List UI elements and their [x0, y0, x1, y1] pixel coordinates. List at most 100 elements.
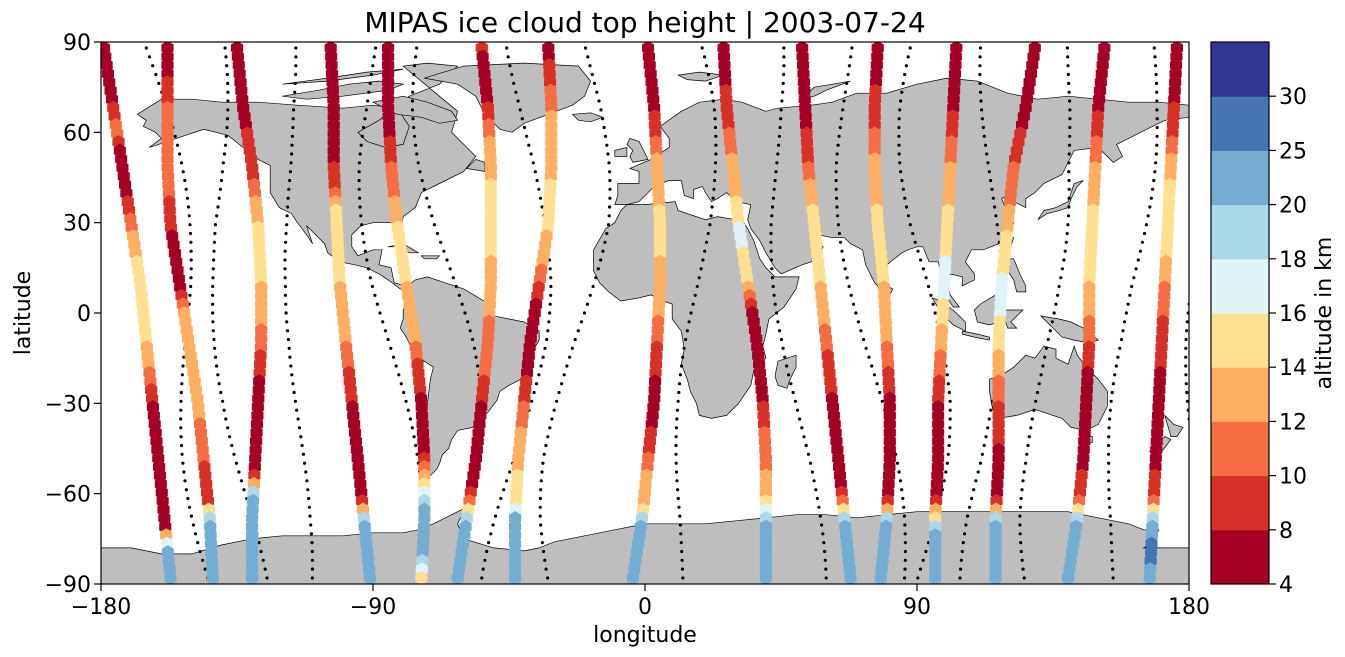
no-cloud-dot	[181, 364, 185, 368]
no-cloud-dot	[505, 46, 509, 50]
no-cloud-dot	[363, 249, 367, 253]
no-cloud-dot	[188, 293, 192, 297]
no-cloud-dot	[684, 337, 688, 342]
no-cloud-dot	[213, 355, 218, 359]
no-cloud-dot	[420, 178, 424, 183]
no-cloud-dot	[770, 276, 775, 280]
no-cloud-dot	[261, 558, 265, 562]
no-cloud-dot	[1108, 408, 1112, 412]
no-cloud-dot	[212, 258, 216, 262]
no-cloud-dot	[1119, 337, 1124, 342]
no-cloud-dot	[601, 117, 605, 121]
no-cloud-dot	[378, 311, 382, 315]
no-cloud-dot	[676, 488, 680, 492]
no-cloud-dot	[772, 187, 776, 191]
no-cloud-dot	[843, 90, 848, 94]
no-cloud-dot	[383, 329, 387, 333]
no-cloud-dot	[284, 302, 288, 306]
no-cloud-dot	[466, 320, 470, 324]
no-cloud-dot	[1184, 373, 1188, 377]
no-cloud-dot	[188, 223, 192, 227]
cloud-top-marker	[989, 571, 1002, 584]
no-cloud-dot	[970, 496, 974, 501]
no-cloud-dot	[771, 284, 775, 289]
no-cloud-dot	[547, 258, 552, 262]
no-cloud-dot	[309, 532, 313, 536]
no-cloud-dot	[590, 72, 594, 77]
no-cloud-dot	[704, 240, 709, 244]
y-axis: −90 −60 −30 0 30 60 90	[45, 31, 101, 598]
no-cloud-dot	[189, 514, 193, 518]
indonesia-java	[961, 330, 990, 341]
no-cloud-dot	[1067, 161, 1071, 165]
no-cloud-dot	[1034, 399, 1038, 403]
no-cloud-dot	[899, 170, 903, 174]
no-cloud-dot	[677, 505, 681, 509]
no-cloud-dot	[550, 417, 554, 421]
hispaniola	[420, 255, 441, 260]
no-cloud-dot	[489, 532, 493, 536]
no-cloud-dot	[903, 196, 907, 200]
no-cloud-dot	[1052, 311, 1056, 315]
no-cloud-dot	[516, 99, 520, 103]
no-cloud-dot	[213, 223, 217, 227]
no-cloud-dot	[288, 170, 292, 174]
no-cloud-dot	[144, 46, 148, 50]
x-axis: −180 −90 0 90 180	[71, 584, 1210, 620]
no-cloud-dot	[191, 523, 195, 527]
no-cloud-dot	[221, 161, 225, 165]
ireland	[614, 146, 628, 157]
no-cloud-dot	[594, 276, 598, 280]
no-cloud-dot	[924, 276, 928, 280]
no-cloud-dot	[221, 399, 225, 403]
no-cloud-dot	[713, 170, 717, 174]
no-cloud-dot	[583, 46, 588, 50]
no-cloud-dot	[1062, 258, 1066, 262]
no-cloud-dot	[224, 417, 228, 421]
no-cloud-dot	[186, 205, 191, 209]
no-cloud-dot	[415, 46, 419, 50]
no-cloud-dot	[291, 117, 295, 121]
no-cloud-dot	[1111, 567, 1115, 571]
no-cloud-dot	[1107, 496, 1111, 501]
no-cloud-dot	[948, 399, 952, 403]
no-cloud-dot	[1134, 267, 1138, 271]
no-cloud-dot	[903, 576, 907, 580]
no-cloud-dot	[359, 143, 363, 147]
no-cloud-dot	[538, 505, 542, 509]
no-cloud-dot	[770, 267, 774, 271]
no-cloud-dot	[211, 320, 215, 324]
no-cloud-dot	[880, 399, 884, 403]
no-cloud-dot	[1067, 205, 1071, 209]
no-cloud-dot	[908, 46, 912, 50]
no-cloud-dot	[769, 231, 773, 236]
no-cloud-dot	[445, 258, 449, 262]
no-cloud-dot	[391, 355, 396, 359]
no-cloud-dot	[425, 196, 429, 200]
no-cloud-dot	[789, 382, 793, 386]
no-cloud-dot	[357, 161, 361, 165]
x-tick-label: 180	[1168, 595, 1210, 620]
no-cloud-dot	[1067, 152, 1071, 156]
philippines	[1007, 258, 1027, 293]
no-cloud-dot	[675, 408, 680, 412]
no-cloud-dot	[182, 355, 186, 359]
no-cloud-dot	[418, 170, 422, 174]
no-cloud-dot	[1207, 576, 1210, 579]
no-cloud-dot	[701, 258, 705, 262]
no-cloud-dot	[555, 399, 559, 403]
no-cloud-dot	[307, 505, 311, 509]
no-cloud-dot	[781, 81, 785, 85]
no-cloud-dot	[410, 426, 414, 430]
no-cloud-dot	[1108, 417, 1112, 421]
no-cloud-dot	[430, 214, 434, 218]
no-cloud-dot	[773, 178, 777, 183]
no-cloud-dot	[931, 302, 935, 306]
no-cloud-dot	[427, 205, 431, 209]
no-cloud-dot	[544, 443, 548, 448]
no-cloud-dot	[713, 125, 718, 130]
no-cloud-dot	[290, 134, 294, 138]
no-cloud-dot	[927, 284, 931, 289]
no-cloud-dot	[291, 382, 295, 386]
